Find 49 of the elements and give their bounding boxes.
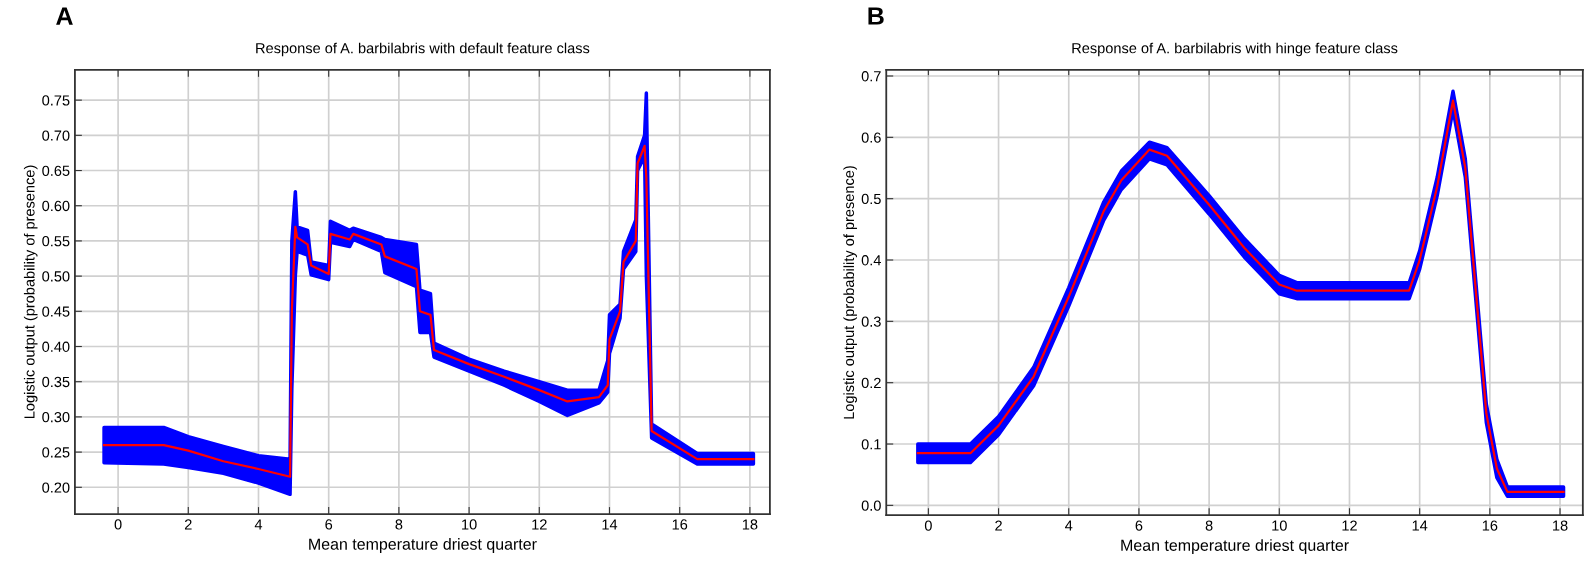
line-series — [102, 144, 755, 478]
x-tick-label: 16 — [672, 519, 688, 530]
y-tick-label: 0.75 — [42, 95, 70, 106]
y-tick-label: 0.0 — [861, 500, 881, 511]
y-tick-label: 0.1 — [861, 439, 881, 450]
x-tick-label: 10 — [462, 519, 477, 530]
y-tick-label: 0.5 — [861, 193, 881, 205]
x-tick-label: 12 — [1342, 520, 1357, 531]
x-axis-title: Mean temperature driest quarter — [309, 538, 537, 553]
y-tick-label: 0.50 — [42, 271, 70, 282]
y-tick-label: 0.40 — [42, 341, 70, 352]
y-tick-label: 0.2 — [861, 377, 881, 389]
x-tick-label: 6 — [325, 519, 333, 530]
x-tick-label: 2 — [995, 520, 1002, 531]
chart-title: Response of A. barbilabris with default feature class — [256, 42, 590, 57]
x-axis-title: Mean temperature driest quarter — [1121, 539, 1349, 555]
y-tick-label: 0.65 — [42, 165, 70, 176]
y-tick-label: 0.55 — [42, 236, 70, 247]
x-tick-label: 8 — [395, 519, 403, 530]
y-tick-label: 0.20 — [42, 482, 70, 493]
x-tick-label: 14 — [1412, 520, 1428, 531]
text: A — [56, 7, 73, 25]
y-tick-label: 0.6 — [861, 132, 881, 143]
x-tick-label: 0 — [114, 519, 122, 530]
y-tick-label: 0.60 — [42, 200, 70, 212]
y-tick-label: 0.45 — [42, 306, 70, 317]
y-tick-label: 0.3 — [861, 316, 881, 327]
x-tick-label: 4 — [254, 519, 263, 530]
x-tick-label: 2 — [184, 519, 192, 530]
x-tick-label: 6 — [1135, 520, 1143, 531]
x-tick-label: 16 — [1482, 520, 1498, 531]
x-tick-label: 4 — [1065, 520, 1073, 531]
x-tick-label: 0 — [924, 520, 932, 531]
y-tick-label: 0.25 — [42, 447, 70, 458]
y-tick-label: 0.30 — [42, 412, 70, 423]
x-tick-label: 12 — [532, 519, 547, 530]
y-tick-label: 0.7 — [861, 71, 881, 82]
x-tick-label: 18 — [1553, 520, 1568, 531]
y-axis-title: Logistic output (probability of presence) — [843, 166, 857, 419]
x-tick-label: 10 — [1272, 520, 1287, 531]
x-tick-label: 8 — [1205, 520, 1213, 531]
text: B — [868, 7, 884, 25]
y-axis-title: Logistic output (probability of presence) — [23, 165, 38, 419]
chart-title: Response of A. barbilabris with hinge feature class — [1072, 42, 1398, 57]
y-tick-label: 0.4 — [861, 255, 881, 266]
x-tick-label: 18 — [742, 519, 758, 530]
y-tick-label: 0.35 — [42, 376, 70, 388]
y-tick-label: 0.70 — [42, 130, 70, 141]
x-tick-label: 14 — [602, 519, 618, 530]
